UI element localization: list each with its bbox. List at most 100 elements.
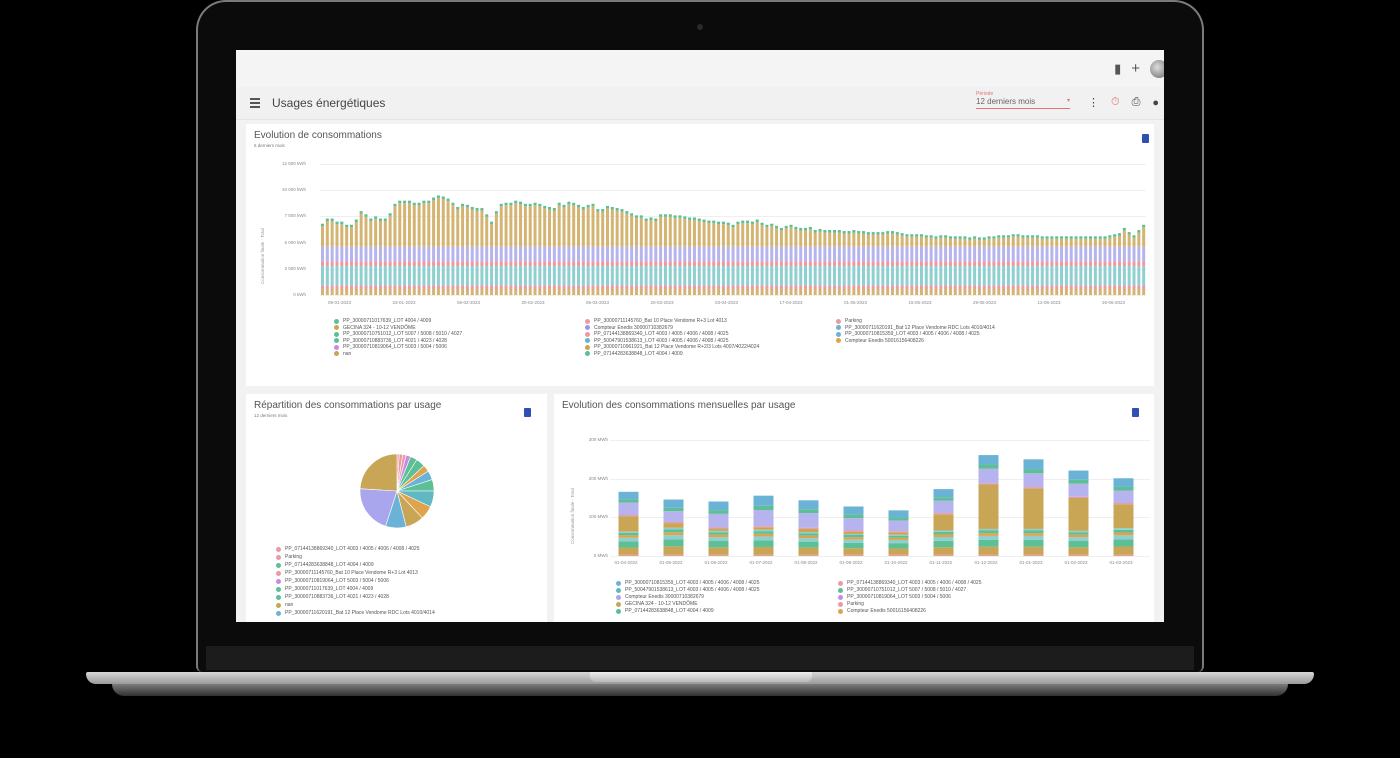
legend-item[interactable]: PP_30000710819064_LOT 5003 / 5004 / 5006 — [334, 344, 447, 350]
gridline — [610, 440, 1150, 441]
legend-item[interactable]: PP_30000710819064_LOT 5003 / 5004 / 5006 — [838, 594, 951, 600]
legend-item[interactable]: nan — [334, 351, 351, 357]
legend-label: PP_30000710819064_LOT 5003 / 5004 / 5006 — [847, 594, 951, 600]
legend-dot-icon — [276, 562, 281, 568]
x-tick-label: 03-04-2023 — [715, 300, 739, 305]
legend-dot-icon — [334, 318, 339, 324]
legend-label: GECINA 324 - 10-12 VENDÔME — [625, 601, 698, 607]
legend-item[interactable]: PP_30000710961921_Bat 12 Place Vendome R… — [585, 344, 759, 350]
legend-label: PP_30000711017639_LOT 4004 / 4009 — [285, 586, 374, 592]
legend-dot-icon — [276, 570, 281, 576]
legend-item[interactable]: PP_30000711620191_Bat 12 Place Vendome R… — [276, 610, 435, 616]
legend-label: PP_30000710751012_LOT 5007 / 5008 / 5010… — [847, 587, 967, 593]
legend-item[interactable]: PP_07144138869340_LOT 4003 / 4005 / 4006… — [276, 546, 419, 552]
legend-item[interactable]: GECINA 324 - 10-12 VENDÔME — [616, 601, 698, 607]
more-options-icon[interactable]: ⋮ — [1088, 97, 1099, 109]
legend-dot-icon — [616, 587, 621, 593]
legend-label: nan — [285, 602, 294, 608]
legend-item[interactable]: GECINA 324 - 10-12 VENDÔME — [334, 325, 416, 331]
legend-label: Compteur Enedis 50016156408226 — [847, 608, 926, 614]
timer-alert-icon[interactable]: ⏱ — [1111, 96, 1120, 108]
legend-item[interactable]: Parking — [276, 554, 302, 560]
legend-item[interactable]: PP_30000711145760_Bat 10 Place Vendome R… — [585, 318, 727, 324]
app-screen: ▮ + Usages énergétiques Période 12 derni… — [236, 50, 1164, 622]
plus-icon[interactable]: + — [1131, 60, 1140, 77]
gridline — [610, 556, 1150, 557]
legend-item[interactable]: PP_30000710883736_LOT 4021 / 4023 / 4028 — [276, 594, 389, 600]
gridline — [320, 216, 1146, 218]
legend-item[interactable]: Compteur Enedis 30000710382679 — [616, 594, 704, 600]
legend-item[interactable]: Compteur Enedis 50016156408226 — [836, 338, 924, 344]
legend-item[interactable]: PP_30000710751012_LOT 5007 / 5008 / 5010… — [838, 587, 966, 593]
legend-label: PP_30000711017639_LOT 4004 / 4009 — [343, 318, 432, 324]
legend-label: PP_07144138869340_LOT 4003 / 4005 / 4006… — [847, 580, 982, 586]
legend-item[interactable]: PP_30000711017639_LOT 4004 / 4009 — [276, 586, 373, 592]
legend-dot-icon — [334, 331, 339, 337]
legend-item[interactable]: Compteur Enedis 50016156408226 — [838, 608, 926, 614]
laptop-bezel-bottom — [206, 646, 1194, 670]
legend-item[interactable]: PP_50047901538613_LOT 4003 / 4005 / 4006… — [616, 587, 759, 593]
legend-item[interactable]: PP_07144283638848_LOT 4004 / 4009 — [276, 562, 374, 568]
chat-icon[interactable]: ● — [1152, 96, 1160, 109]
legend-item[interactable]: Parking — [836, 318, 862, 324]
legend-item[interactable]: PP_30000710815359_LOT 4003 / 4005 / 4006… — [836, 331, 979, 337]
legend-dot-icon — [585, 318, 590, 324]
legend-item[interactable]: PP_50047901538613_LOT 4003 / 4005 / 4006… — [585, 338, 728, 344]
legend-item[interactable]: PP_30000710883736_LOT 4021 / 4023 / 4028 — [334, 338, 447, 344]
x-tick-label: 01-02-2023 — [1064, 560, 1088, 565]
legend-label: PP_30000710819064_LOT 5003 / 5004 / 5006 — [285, 578, 389, 584]
legend-item[interactable]: PP_07144283638848_LOT 4004 / 4009 — [585, 351, 683, 357]
pie-slice[interactable] — [359, 488, 398, 527]
laptop-base-shadow — [112, 684, 1288, 696]
pie-slice[interactable] — [359, 453, 398, 492]
legend-item[interactable]: PP_07144138869340_LOT 4003 / 4005 / 4006… — [585, 331, 728, 337]
legend-item[interactable]: PP_30000711017639_LOT 4004 / 4009 — [334, 318, 431, 324]
legend-dot-icon — [276, 594, 281, 600]
export-icon[interactable] — [524, 408, 531, 417]
x-tick-label: 23-01-2023 — [392, 300, 416, 305]
y-tick-label: 300 MWh — [588, 437, 608, 442]
x-tick-label: 01-04-2022 — [614, 560, 638, 565]
legend-item[interactable]: PP_30000711620191_Bat 12 Place Vendome R… — [836, 325, 995, 331]
x-tick-label: 01-08-2022 — [794, 560, 818, 565]
period-label: Période — [976, 91, 994, 97]
x-tick-label: 20-03-2023 — [650, 300, 674, 305]
legend-dot-icon — [585, 338, 590, 343]
x-tick-label: 01-07-2022 — [749, 560, 773, 565]
legend-item[interactable]: PP_30000710815359_LOT 4003 / 4005 / 4006… — [616, 580, 759, 586]
legend-label: nan — [343, 350, 352, 357]
legend-dot-icon — [334, 344, 339, 350]
card-title: Evolution des consommations mensuelles p… — [562, 400, 796, 411]
gridline — [610, 517, 1150, 519]
avatar[interactable] — [1150, 59, 1164, 78]
legend-label: PP_30000711620191_Bat 12 Place Vendome R… — [845, 324, 995, 331]
export-icon[interactable] — [1142, 134, 1149, 143]
legend-item[interactable]: Parking — [838, 601, 864, 607]
legend-item[interactable]: nan — [276, 602, 293, 608]
document-icon[interactable]: ▮ — [1114, 60, 1122, 76]
legend-dot-icon — [585, 351, 590, 356]
legend-dot-icon — [585, 331, 590, 337]
legend-label: Parking — [847, 601, 864, 607]
x-tick-label: 01-09-2022 — [839, 560, 863, 565]
x-tick-label: 01-01-2023 — [1019, 560, 1043, 565]
legend-dot-icon — [616, 580, 621, 586]
legend-item[interactable]: PP_30000710819064_LOT 5003 / 5004 / 5006 — [276, 578, 389, 584]
print-icon[interactable]: ⎙ — [1131, 96, 1141, 108]
repartition-card: Répartition des consommations par usage … — [246, 394, 547, 622]
grid-menu-icon[interactable] — [250, 98, 260, 108]
export-icon[interactable] — [1132, 408, 1139, 417]
legend-item[interactable]: Compteur Enedis 30000710382679 — [585, 325, 673, 331]
mensuelle-card: Evolution des consommations mensuelles p… — [554, 394, 1154, 622]
card-subtitle: 6 derniers mois — [254, 143, 285, 148]
legend-item[interactable]: PP_30000711145760_Bat 10 Place Vendome R… — [276, 570, 418, 576]
period-select[interactable]: Période 12 derniers mois ▾ — [976, 91, 1070, 109]
legend-item[interactable]: PP_30000710751012_LOT 5007 / 5008 / 5010… — [334, 331, 462, 337]
x-tick-label: 12-06-2023 — [1037, 300, 1061, 305]
legend-label: PP_07144138869340_LOT 4003 / 4005 / 4006… — [285, 546, 420, 552]
x-tick-label: 01-06-2022 — [704, 560, 728, 565]
x-tick-label: 01-05-2023 — [844, 300, 868, 305]
y-axis-title: Consommation finale - Total — [260, 228, 265, 284]
legend-item[interactable]: PP_07144283638848_LOT 4004 / 4009 — [616, 608, 714, 614]
legend-item[interactable]: PP_07144138869340_LOT 4003 / 4005 / 4006… — [838, 580, 981, 586]
